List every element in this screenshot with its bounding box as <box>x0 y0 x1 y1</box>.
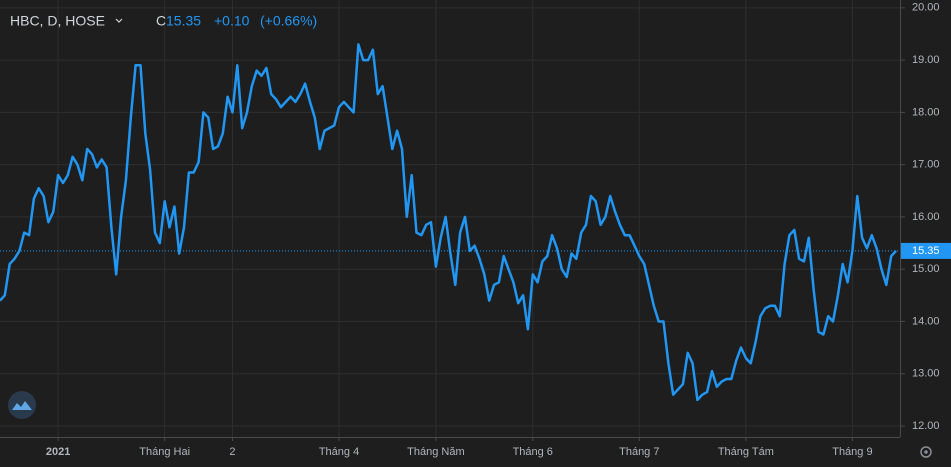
x-tick-label: Tháng Năm <box>407 446 464 458</box>
close-prefix: C <box>156 13 166 29</box>
x-tick-label: Tháng 4 <box>319 446 359 458</box>
y-tick-label: 18.00 <box>912 106 940 118</box>
change-pct: (+0.66%) <box>260 13 317 29</box>
settings[interactable] <box>920 446 932 458</box>
y-tick-label: 15.00 <box>912 263 940 275</box>
y-tick-label: 19.00 <box>912 54 940 66</box>
settings-center[interactable] <box>924 450 928 454</box>
symbol-chevron[interactable] <box>115 18 123 23</box>
x-tick-label: Tháng 9 <box>832 446 872 458</box>
y-tick-label: 14.00 <box>912 315 940 327</box>
x-tick-label: Tháng Hai <box>139 446 190 458</box>
x-tick-label: Tháng 7 <box>619 446 659 458</box>
logo[interactable] <box>8 391 36 419</box>
x-tick-label: Tháng Tám <box>718 446 774 458</box>
price-line <box>0 43 897 402</box>
x-tick-label: 2 <box>229 446 235 458</box>
y-tick-label: 12.00 <box>912 420 940 432</box>
x-tick-label: Tháng 6 <box>513 446 553 458</box>
logo-shape[interactable] <box>12 401 32 410</box>
close-value: 15.35 <box>166 13 201 29</box>
last-price-box <box>901 242 951 259</box>
last-price-label: 15.35 <box>912 245 940 257</box>
plot <box>0 43 900 402</box>
y-tick-label: 17.00 <box>912 159 940 171</box>
symbol[interactable]: HBC, D, HOSE <box>10 13 105 29</box>
x-tick-label: 2021 <box>46 446 70 458</box>
y-tick-label: 13.00 <box>912 368 940 380</box>
y-tick-label: 20.00 <box>912 2 940 14</box>
logo-circle[interactable] <box>8 391 36 419</box>
y-tick-label: 16.00 <box>912 211 940 223</box>
change: +0.10 <box>214 13 250 29</box>
settings-gear[interactable] <box>920 446 932 458</box>
